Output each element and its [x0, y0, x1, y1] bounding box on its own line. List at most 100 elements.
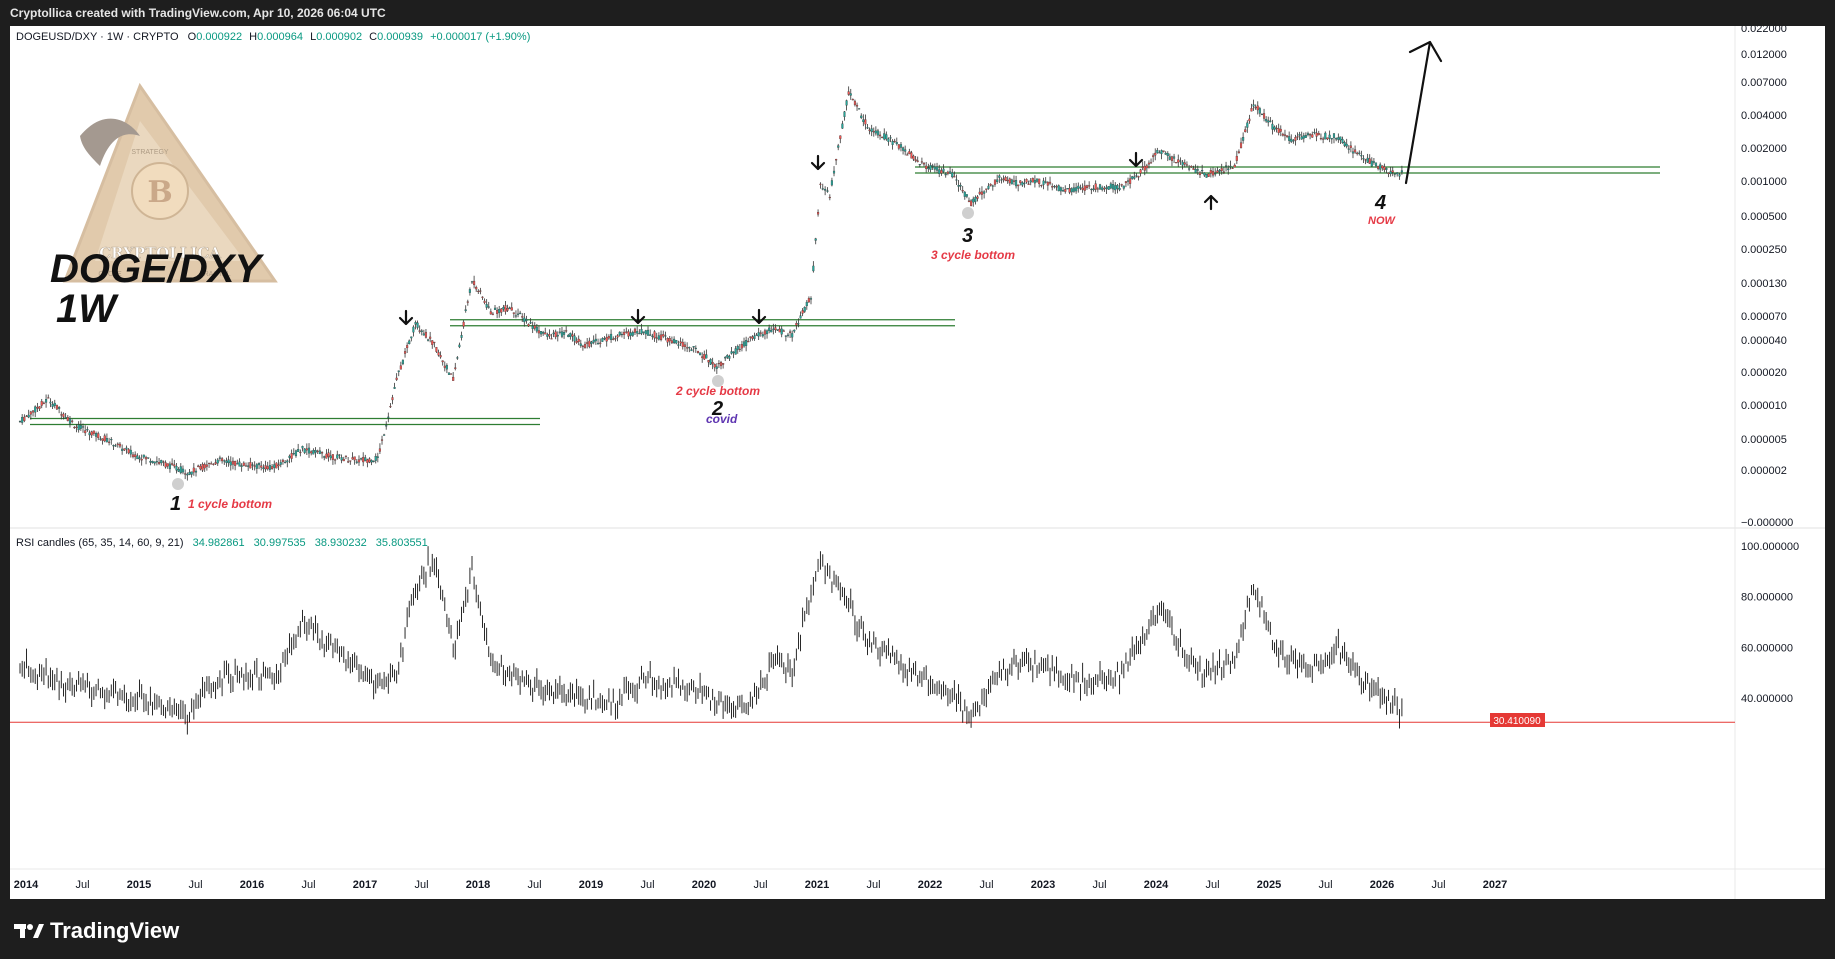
- price-candle[interactable]: [1256, 105, 1259, 111]
- price-candle[interactable]: [805, 301, 808, 307]
- price-candle[interactable]: [931, 165, 934, 167]
- price-candle[interactable]: [1057, 185, 1060, 192]
- price-candle[interactable]: [53, 402, 56, 406]
- price-candle[interactable]: [711, 361, 714, 365]
- price-candle[interactable]: [938, 169, 941, 174]
- price-candle[interactable]: [277, 464, 280, 467]
- price-candle[interactable]: [1118, 188, 1121, 191]
- price-candle[interactable]: [40, 401, 43, 406]
- price-candle[interactable]: [1145, 165, 1148, 169]
- price-candle[interactable]: [889, 137, 892, 139]
- price-candle[interactable]: [138, 457, 141, 460]
- price-candle[interactable]: [879, 134, 882, 137]
- price-candle[interactable]: [991, 185, 994, 187]
- price-candle[interactable]: [292, 453, 295, 455]
- price-candle[interactable]: [525, 319, 528, 322]
- price-candle[interactable]: [397, 370, 400, 372]
- price-candle[interactable]: [653, 331, 656, 339]
- price-candle[interactable]: [1306, 133, 1310, 136]
- price-candle[interactable]: [703, 354, 706, 360]
- price-candle[interactable]: [1010, 179, 1013, 185]
- price-candle[interactable]: [447, 372, 451, 375]
- price-candle[interactable]: [738, 348, 741, 350]
- price-candle[interactable]: [118, 443, 122, 447]
- price-candle[interactable]: [677, 344, 680, 346]
- price-candle[interactable]: [1198, 172, 1202, 176]
- price-candle[interactable]: [734, 348, 737, 355]
- price-candle[interactable]: [360, 458, 363, 460]
- price-candle[interactable]: [592, 339, 595, 343]
- price-candle[interactable]: [902, 147, 905, 151]
- price-candle[interactable]: [596, 342, 600, 345]
- price-candle[interactable]: [1160, 150, 1163, 155]
- price-candle[interactable]: [782, 330, 785, 332]
- price-candle[interactable]: [406, 345, 409, 349]
- price-candle[interactable]: [1372, 161, 1375, 163]
- price-candle[interactable]: [1322, 138, 1325, 140]
- price-candle[interactable]: [299, 451, 302, 454]
- price-candle[interactable]: [1347, 148, 1350, 150]
- price-candle[interactable]: [458, 344, 461, 348]
- price-candle[interactable]: [757, 332, 760, 337]
- price-candle[interactable]: [636, 331, 639, 334]
- price-candle[interactable]: [642, 331, 645, 333]
- price-candle[interactable]: [709, 359, 712, 365]
- price-candle[interactable]: [1222, 171, 1225, 173]
- price-candle[interactable]: [77, 424, 80, 431]
- price-candle[interactable]: [1231, 167, 1234, 169]
- price-candle[interactable]: [670, 340, 673, 344]
- price-candle[interactable]: [1053, 186, 1056, 188]
- price-candle[interactable]: [1277, 128, 1280, 134]
- price-candle[interactable]: [422, 333, 425, 336]
- price-candle[interactable]: [1098, 184, 1102, 190]
- price-candle[interactable]: [920, 161, 923, 163]
- price-candle[interactable]: [1290, 138, 1293, 142]
- price-candle[interactable]: [717, 363, 720, 365]
- price-candle[interactable]: [599, 342, 602, 344]
- price-candle[interactable]: [1225, 165, 1228, 167]
- price-candle[interactable]: [144, 457, 148, 460]
- price-candle[interactable]: [625, 331, 628, 333]
- price-candle[interactable]: [799, 315, 802, 319]
- price-candle[interactable]: [618, 331, 621, 336]
- price-candle[interactable]: [1383, 166, 1386, 171]
- price-candle[interactable]: [1254, 106, 1257, 109]
- price-candle[interactable]: [110, 439, 113, 441]
- price-candle[interactable]: [1075, 187, 1078, 192]
- price-candle[interactable]: [1248, 118, 1251, 122]
- price-candle[interactable]: [399, 365, 402, 370]
- price-candle[interactable]: [1319, 138, 1322, 140]
- price-candle[interactable]: [1143, 166, 1146, 171]
- price-candle[interactable]: [1269, 120, 1272, 122]
- price-candle[interactable]: [327, 452, 330, 457]
- price-candle[interactable]: [1356, 152, 1359, 154]
- price-candle[interactable]: [97, 433, 100, 438]
- price-candle[interactable]: [776, 329, 779, 331]
- price-candle[interactable]: [581, 345, 584, 347]
- price-candle[interactable]: [297, 449, 300, 452]
- price-candle[interactable]: [786, 334, 790, 336]
- price-candle[interactable]: [747, 341, 750, 343]
- price-candle[interactable]: [1137, 176, 1140, 178]
- price-candle[interactable]: [540, 331, 543, 335]
- price-candle[interactable]: [826, 190, 829, 192]
- price-candle[interactable]: [542, 332, 545, 334]
- price-candle[interactable]: [475, 286, 478, 290]
- price-candle[interactable]: [477, 290, 480, 293]
- price-candle[interactable]: [766, 330, 769, 335]
- price-candle[interactable]: [957, 185, 960, 187]
- price-candle[interactable]: [793, 329, 796, 332]
- price-candle[interactable]: [1156, 150, 1159, 153]
- price-candle[interactable]: [558, 331, 561, 333]
- price-candle[interactable]: [129, 449, 132, 455]
- price-candle[interactable]: [234, 461, 237, 466]
- price-candle[interactable]: [1381, 165, 1384, 169]
- price-candle[interactable]: [1315, 132, 1318, 137]
- price-candle[interactable]: [1044, 181, 1047, 183]
- price-candle[interactable]: [1015, 180, 1018, 187]
- price-candle[interactable]: [1068, 188, 1071, 193]
- price-candle[interactable]: [325, 453, 328, 459]
- price-candle[interactable]: [809, 298, 813, 300]
- price-candle[interactable]: [284, 461, 287, 463]
- price-candle[interactable]: [821, 188, 824, 190]
